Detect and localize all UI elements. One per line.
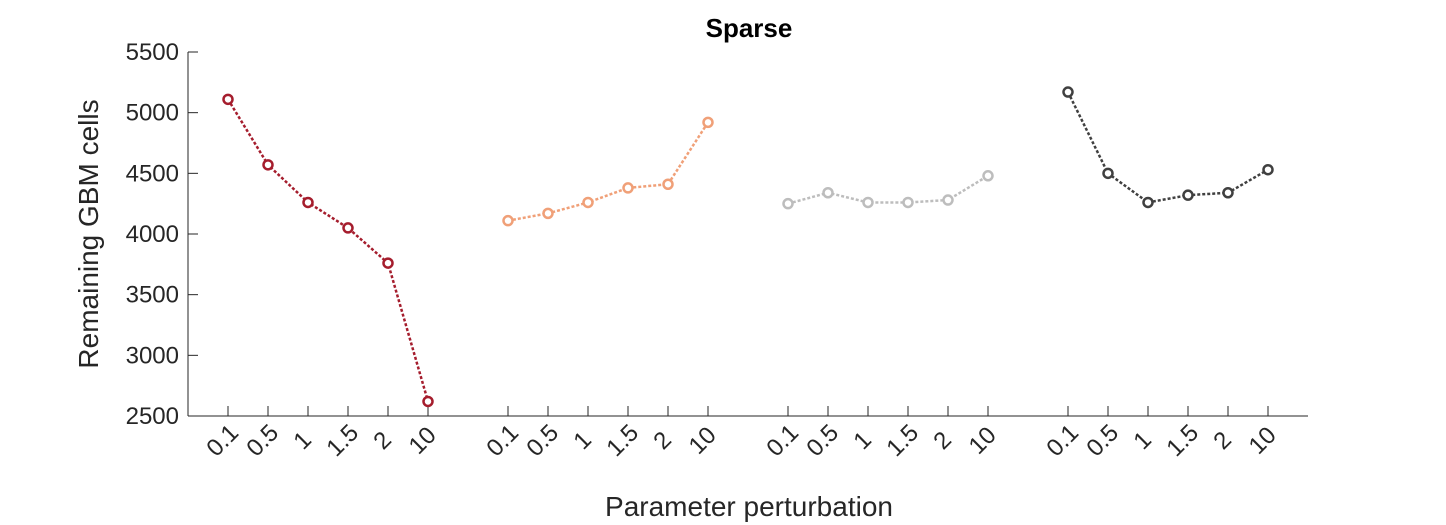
x-tick-label: 1.5 <box>321 419 364 462</box>
x-tick-label: 0.1 <box>761 419 804 462</box>
x-tick-label: 1 <box>1128 426 1157 455</box>
y-axis: 2500 3000 3500 4000 4500 5000 5500 <box>126 39 198 430</box>
data-point <box>222 93 234 106</box>
data-point <box>942 194 954 206</box>
series-group <box>782 170 994 210</box>
y-tick-label: 3500 <box>126 282 179 309</box>
x-tick-label: 1 <box>848 426 877 455</box>
x-tick-label: 0.5 <box>801 419 844 462</box>
y-axis-label: Remaining GBM cells <box>73 99 104 368</box>
series-line <box>1066 91 1269 204</box>
x-tick-label: 1.5 <box>601 419 644 462</box>
data-point <box>622 182 634 194</box>
x-tick-label: 1.5 <box>881 419 924 462</box>
x-tick-label: 1 <box>568 426 597 455</box>
x-tick-label: 0.5 <box>241 419 284 462</box>
x-tick-label: 10 <box>964 422 1002 460</box>
x-tick-label: 10 <box>684 422 722 460</box>
series-group <box>222 93 434 408</box>
x-tick-label: 2 <box>1208 426 1237 455</box>
x-tick-label: 2 <box>648 426 677 455</box>
x-tick-label: 2 <box>368 426 397 455</box>
x-tick-label: 1.5 <box>1161 419 1204 462</box>
x-axis-label: Parameter perturbation <box>605 491 893 522</box>
x-axis: 0.10.5 1 1.5 2 10 0.10.5 1 1.5 2 10 0.10.5 1 1.5 2 10 0… <box>188 406 1308 462</box>
data-point <box>502 214 514 227</box>
data-point <box>1142 196 1154 209</box>
series-line <box>507 121 710 222</box>
y-tick-label: 2500 <box>126 403 179 430</box>
series-line <box>226 98 430 402</box>
data-point <box>1262 163 1274 176</box>
y-tick-label: 5000 <box>126 100 179 127</box>
data-point <box>302 196 314 209</box>
y-tick-label: 4000 <box>126 221 179 248</box>
x-tick-label: 1 <box>288 426 317 455</box>
data-point <box>1102 167 1114 180</box>
data-point <box>1062 86 1074 98</box>
series-group <box>1062 86 1274 209</box>
data-point <box>262 159 274 171</box>
series-layer <box>222 86 1274 408</box>
series-line <box>787 174 989 205</box>
data-point <box>422 395 434 408</box>
data-point <box>702 116 714 129</box>
x-tick-label: 0.1 <box>481 419 524 462</box>
data-point <box>902 196 914 209</box>
data-point <box>342 222 354 234</box>
data-point <box>662 178 674 191</box>
y-tick-label: 5500 <box>126 39 179 66</box>
y-tick-label: 3000 <box>126 342 179 369</box>
data-point <box>1222 186 1234 199</box>
x-tick-label: 0.1 <box>1041 419 1084 462</box>
x-tick-label: 10 <box>404 422 442 460</box>
data-point <box>862 196 874 209</box>
x-tick-label: 0.5 <box>1081 419 1124 462</box>
data-point <box>822 186 834 199</box>
data-point <box>782 197 794 210</box>
x-tick-label: 10 <box>1244 422 1282 460</box>
data-point <box>382 257 394 269</box>
x-tick-label: 0.5 <box>521 419 564 462</box>
y-tick-label: 4500 <box>126 160 179 187</box>
series-group <box>502 116 714 227</box>
data-point <box>542 207 554 220</box>
data-point <box>582 196 594 209</box>
data-point <box>1182 189 1194 201</box>
x-tick-label: 0.1 <box>201 419 244 462</box>
chart-title: Sparse <box>706 13 793 43</box>
x-tick-label: 2 <box>928 426 957 455</box>
data-point <box>982 170 994 182</box>
